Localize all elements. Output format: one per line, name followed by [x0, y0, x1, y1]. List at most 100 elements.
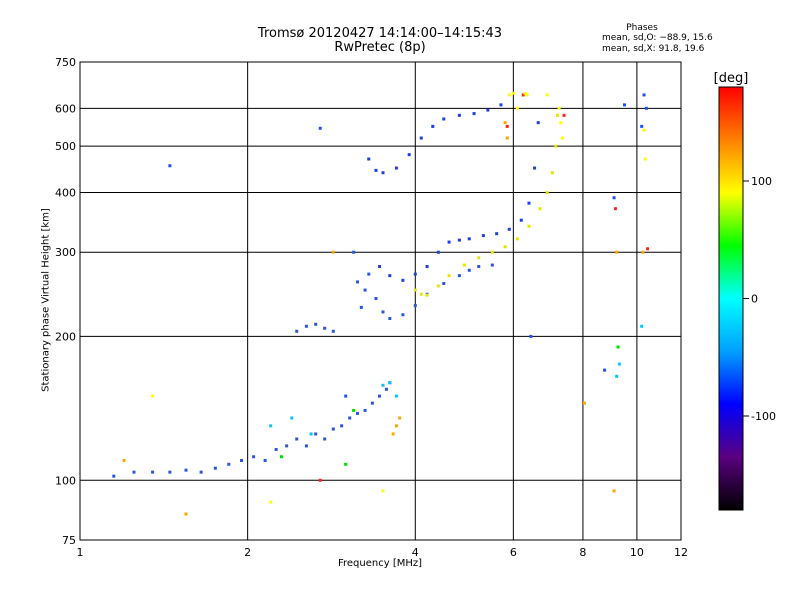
data-point: [269, 500, 273, 504]
data-point: [401, 278, 405, 282]
data-point: [442, 282, 446, 286]
phases-heading: Phases: [626, 23, 658, 33]
data-point: [622, 103, 626, 107]
data-point: [352, 250, 356, 254]
data-point: [641, 250, 645, 254]
data-point: [252, 455, 256, 459]
data-point: [348, 416, 352, 420]
data-point: [413, 304, 417, 308]
colorbar-tick-label: -100: [751, 410, 776, 423]
data-point: [615, 250, 619, 254]
data-point: [394, 394, 398, 398]
data-point: [381, 310, 385, 314]
data-point: [615, 374, 619, 378]
data-point: [184, 512, 188, 516]
y-axis-label: Stationary phase Virtual Height [km]: [40, 208, 52, 392]
y-tick-label: 400: [55, 186, 76, 199]
data-point: [378, 265, 382, 269]
data-point: [304, 324, 308, 328]
colorbar-tick-label: 100: [751, 175, 772, 188]
data-point: [401, 313, 405, 317]
data-point: [388, 316, 392, 320]
data-point: [285, 444, 289, 448]
data-point: [331, 427, 335, 431]
data-point: [323, 437, 327, 441]
data-point: [503, 121, 507, 125]
data-point: [557, 106, 561, 110]
data-point: [519, 218, 523, 222]
data-point: [511, 91, 515, 95]
data-point: [457, 274, 461, 278]
data-point: [554, 144, 558, 148]
data-point: [462, 263, 466, 267]
data-point: [467, 268, 471, 272]
data-point: [388, 381, 392, 385]
data-point: [545, 93, 549, 97]
data-point: [562, 113, 566, 117]
data-point: [274, 447, 278, 451]
data-point: [646, 247, 650, 251]
data-point: [523, 91, 527, 95]
data-point: [151, 394, 155, 398]
data-point: [340, 424, 344, 428]
data-point: [331, 250, 335, 254]
data-point: [413, 288, 417, 292]
data-point: [391, 432, 395, 436]
data-point: [388, 274, 392, 278]
data-point: [477, 256, 481, 260]
data-point: [413, 272, 417, 276]
data-point: [356, 280, 360, 284]
data-point: [112, 474, 116, 478]
data-point: [378, 394, 382, 398]
data-point: [521, 93, 525, 97]
data-points: [112, 91, 650, 516]
data-point: [503, 245, 507, 249]
data-point: [644, 106, 648, 110]
data-point: [505, 136, 509, 140]
y-tick-label: 600: [55, 102, 76, 115]
data-point: [505, 124, 509, 128]
data-point: [295, 437, 299, 441]
data-point: [555, 113, 559, 117]
data-point: [344, 394, 348, 398]
data-point: [398, 416, 402, 420]
data-point: [419, 292, 423, 296]
data-point: [486, 108, 490, 112]
y-tick-label: 200: [55, 330, 76, 343]
grid-lines: [80, 62, 681, 540]
data-point: [447, 240, 451, 244]
data-point: [269, 424, 273, 428]
x-tick-label: 1: [77, 546, 84, 559]
data-point: [560, 136, 564, 140]
data-point: [612, 196, 616, 200]
data-point: [290, 416, 294, 420]
data-point: [168, 164, 172, 168]
data-point: [642, 93, 646, 97]
colorbar-tick-label: 0: [751, 293, 758, 306]
data-point: [499, 103, 503, 107]
y-tick-label: 750: [55, 56, 76, 69]
data-point: [467, 237, 471, 241]
data-point: [359, 305, 363, 309]
data-point: [507, 93, 511, 97]
x-tick-label: 10: [630, 546, 644, 559]
colorbar-ticks: 100 0 -100: [743, 175, 776, 423]
data-point: [331, 329, 335, 333]
data-point: [344, 462, 348, 466]
data-point: [640, 324, 644, 328]
data-point: [525, 93, 529, 97]
data-point: [151, 470, 155, 474]
data-point: [582, 401, 586, 405]
data-point: [318, 126, 322, 130]
plot-frame: [79, 61, 682, 541]
data-point: [481, 234, 485, 238]
data-point: [490, 263, 494, 267]
data-point: [363, 408, 367, 412]
x-tick-label: 6: [510, 546, 517, 559]
data-point: [425, 265, 429, 269]
data-point: [168, 470, 172, 474]
data-point: [367, 272, 371, 276]
data-point: [457, 238, 461, 242]
x-tick-label: 12: [674, 546, 688, 559]
data-point: [529, 334, 533, 338]
